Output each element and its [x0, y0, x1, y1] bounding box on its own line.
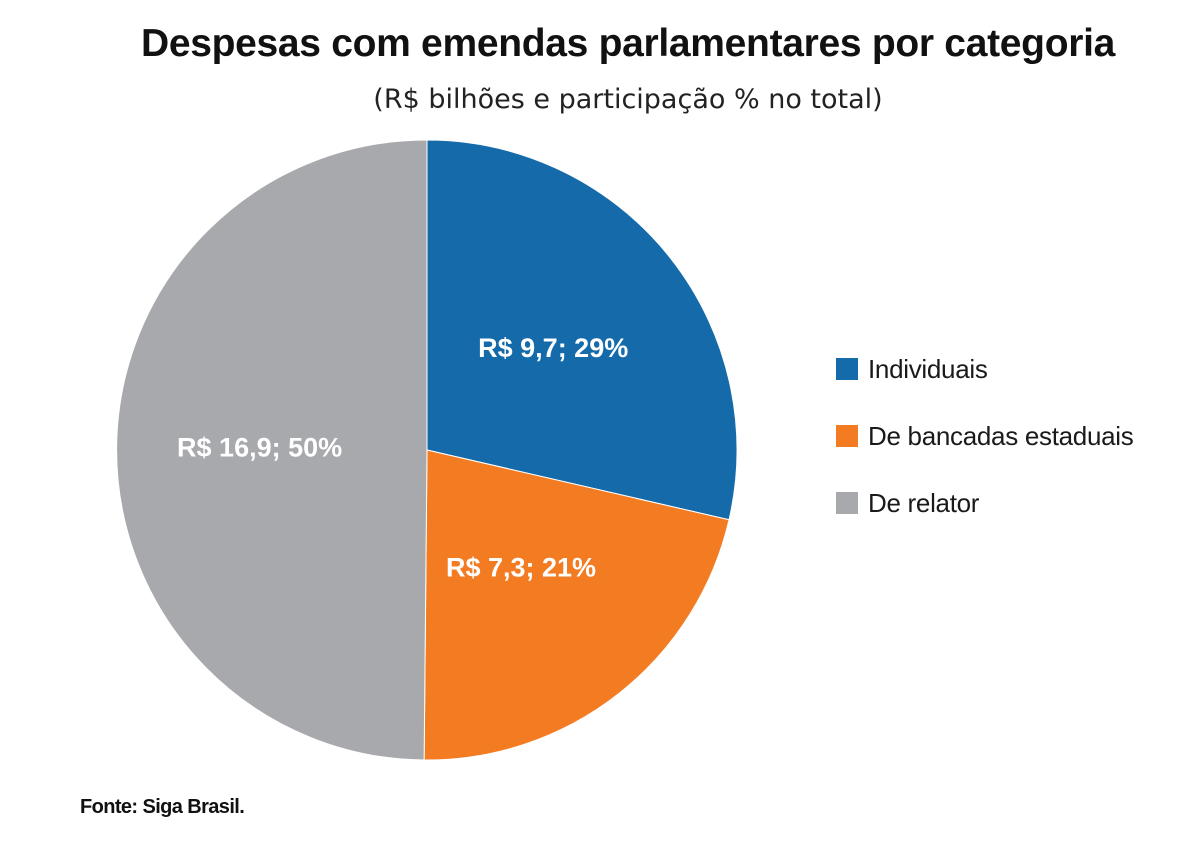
legend-swatch-bancadas — [836, 425, 858, 447]
legend: Individuais De bancadas estaduais De rel… — [836, 352, 1134, 553]
legend-swatch-relator — [836, 492, 858, 514]
chart-subtitle: (R$ bilhões e participação % no total) — [373, 84, 883, 115]
pie-slice-3 — [116, 139, 428, 761]
pie-slice-2 — [423, 449, 730, 761]
legend-label-bancadas: De bancadas estaduais — [868, 420, 1134, 451]
slice-label-1: R$ 9,7; 29% — [478, 333, 628, 363]
legend-swatch-individuais — [836, 358, 858, 380]
pie-slice-1 — [426, 139, 738, 521]
legend-item-individuais: Individuais — [836, 352, 1133, 386]
slice-label-2: R$ 7,3; 21% — [446, 552, 596, 582]
legend-item-relator: De relator — [836, 486, 1133, 520]
source-note: Fonte: Siga Brasil. — [80, 796, 245, 818]
legend-item-bancadas: De bancadas estaduais — [836, 419, 1134, 453]
legend-label-relator: De relator — [868, 487, 980, 518]
chart-title: Despesas com emendas parlamentares por c… — [140, 22, 1116, 65]
legend-label-individuais: Individuais — [868, 353, 988, 384]
slice-label-3: R$ 16,9; 50% — [177, 432, 342, 462]
